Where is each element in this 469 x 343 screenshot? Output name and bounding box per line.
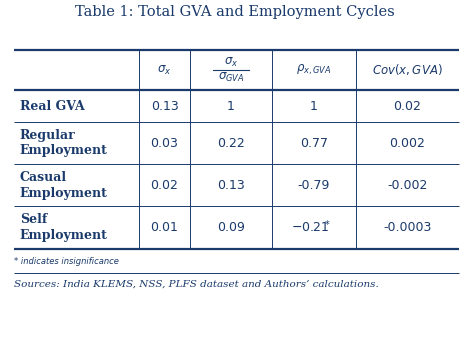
Text: $\rho_{x,GVA}$: $\rho_{x,GVA}$: [296, 63, 332, 77]
Text: $\sigma_x$: $\sigma_x$: [224, 56, 238, 69]
Text: 0.002: 0.002: [389, 137, 425, 150]
Text: -0.0003: -0.0003: [383, 221, 431, 234]
Text: * indicates insignificance: * indicates insignificance: [14, 257, 119, 266]
Text: -0.002: -0.002: [387, 179, 427, 192]
Text: 0.13: 0.13: [151, 99, 178, 113]
Text: 0.77: 0.77: [300, 137, 328, 150]
Text: Self
Employment: Self Employment: [20, 213, 107, 242]
Text: Table 1: Total GVA and Employment Cycles: Table 1: Total GVA and Employment Cycles: [75, 5, 394, 19]
Text: 1: 1: [310, 99, 318, 113]
Text: $\sigma_{GVA}$: $\sigma_{GVA}$: [218, 71, 244, 84]
Text: $*$: $*$: [324, 218, 330, 228]
Text: Casual
Employment: Casual Employment: [20, 171, 107, 200]
Text: 0.09: 0.09: [217, 221, 245, 234]
Text: Real GVA: Real GVA: [20, 99, 84, 113]
Text: 0.22: 0.22: [217, 137, 245, 150]
Text: 0.03: 0.03: [151, 137, 179, 150]
Text: -0.79: -0.79: [297, 179, 330, 192]
Text: $Cov(x, GVA)$: $Cov(x, GVA)$: [372, 62, 443, 78]
Text: 0.02: 0.02: [393, 99, 421, 113]
Text: Regular
Employment: Regular Employment: [20, 129, 107, 157]
Text: Sources: India KLEMS, NSS, PLFS dataset and Authors’ calculations.: Sources: India KLEMS, NSS, PLFS dataset …: [14, 280, 379, 288]
Text: $\sigma_x$: $\sigma_x$: [157, 63, 172, 76]
Text: 0.01: 0.01: [151, 221, 179, 234]
Text: 0.13: 0.13: [217, 179, 245, 192]
Text: 0.02: 0.02: [151, 179, 179, 192]
Text: 1: 1: [227, 99, 235, 113]
Text: $-0.21$: $-0.21$: [291, 221, 329, 234]
